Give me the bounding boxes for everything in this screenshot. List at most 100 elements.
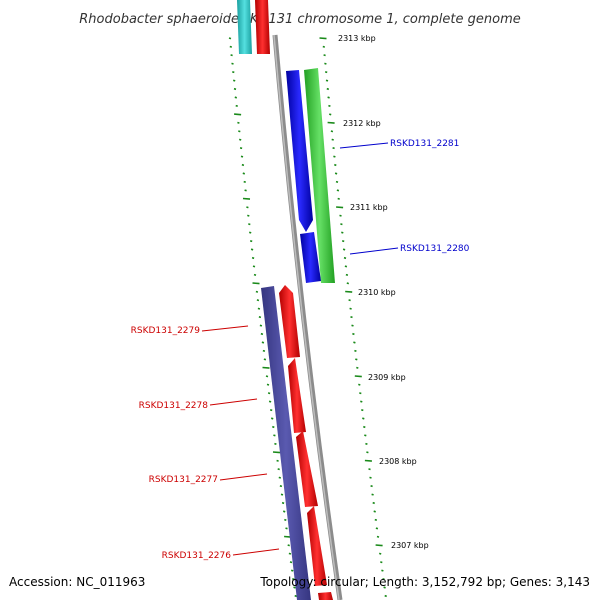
- gene-red-bottom[interactable]: [318, 592, 333, 600]
- minor-tick: [289, 561, 293, 564]
- minor-tick: [339, 214, 342, 217]
- major-tick: [319, 37, 327, 40]
- major-tick: [345, 290, 353, 293]
- minor-tick: [345, 273, 349, 276]
- minor-tick: [239, 147, 243, 150]
- gene-label-rskd131-2280[interactable]: RSKD131_2280: [400, 244, 470, 254]
- minor-tick: [333, 155, 336, 158]
- minor-tick: [369, 476, 372, 479]
- kbp-label: 2313 kbp: [338, 34, 376, 43]
- major-tick: [252, 282, 260, 285]
- minor-tick: [368, 468, 371, 471]
- minor-tick: [324, 71, 328, 74]
- gene-label-rskd131-2277[interactable]: RSKD131_2277: [149, 475, 218, 485]
- major-tick: [272, 451, 281, 454]
- gene-slate[interactable]: [261, 286, 311, 600]
- minor-tick: [278, 476, 282, 479]
- major-tick: [354, 375, 362, 378]
- minor-tick: [328, 113, 332, 116]
- minor-tick: [332, 147, 335, 150]
- minor-tick: [370, 485, 373, 488]
- kbp-label: 2308 kbp: [379, 457, 417, 466]
- major-tick: [234, 113, 242, 116]
- minor-tick: [330, 130, 334, 133]
- gene-red-2[interactable]: [288, 358, 306, 433]
- minor-tick: [248, 231, 252, 234]
- minor-tick: [260, 332, 264, 336]
- minor-tick: [258, 316, 262, 319]
- gene-label-rskd131-2278[interactable]: RSKD131_2278: [139, 401, 209, 411]
- major-tick: [242, 197, 251, 200]
- minor-tick: [341, 240, 345, 243]
- minor-tick: [382, 578, 385, 581]
- gene-label-rskd131-2276[interactable]: RSKD131_2276: [162, 551, 232, 561]
- minor-tick: [293, 586, 296, 589]
- kbp-label: 2309 kbp: [368, 373, 406, 382]
- minor-tick: [376, 535, 380, 538]
- minor-tick: [240, 155, 244, 158]
- minor-tick: [340, 223, 343, 226]
- gene-red-top[interactable]: [255, 0, 270, 54]
- minor-tick: [381, 569, 384, 572]
- gene-blue-upper[interactable]: [286, 70, 313, 232]
- kbp-label: 2307 kbp: [391, 541, 429, 550]
- minor-tick: [244, 189, 247, 192]
- accession-text: Accession: NC_011963: [9, 575, 145, 589]
- minor-tick: [243, 180, 246, 183]
- minor-tick: [356, 366, 359, 369]
- minor-tick: [273, 434, 276, 437]
- minor-tick: [280, 493, 284, 496]
- minor-tick: [348, 299, 351, 302]
- label-leader: [201, 325, 249, 332]
- minor-tick: [238, 138, 242, 141]
- minor-tick: [235, 104, 238, 107]
- minor-tick: [259, 324, 263, 327]
- minor-tick: [331, 138, 334, 141]
- minor-tick: [247, 214, 250, 217]
- minor-tick: [257, 307, 261, 310]
- genome-backbone-highlight: [273, 34, 340, 600]
- inner-tick-ring: [228, 37, 297, 598]
- minor-tick: [361, 409, 364, 412]
- minor-tick: [246, 206, 249, 209]
- minor-tick: [346, 282, 350, 285]
- minor-tick: [359, 392, 362, 395]
- minor-tick: [249, 240, 253, 243]
- gene-red-4[interactable]: [307, 506, 327, 586]
- gene-cyan[interactable]: [237, 0, 252, 54]
- minor-tick: [342, 248, 346, 251]
- major-tick: [336, 206, 344, 209]
- minor-tick: [251, 256, 255, 260]
- minor-tick: [341, 231, 344, 234]
- gene-label-rskd131-2279[interactable]: RSKD131_2279: [131, 326, 201, 336]
- minor-tick: [279, 485, 283, 488]
- gene-red-1[interactable]: [279, 285, 300, 358]
- minor-tick: [380, 561, 383, 564]
- minor-tick: [355, 358, 358, 361]
- minor-tick: [276, 459, 279, 462]
- gene-red-3[interactable]: [296, 431, 318, 507]
- minor-tick: [265, 375, 269, 378]
- minor-tick: [366, 451, 369, 454]
- minor-tick: [335, 180, 339, 183]
- minor-tick: [242, 172, 246, 175]
- label-leader: [219, 473, 268, 481]
- minor-tick: [266, 383, 270, 386]
- minor-tick: [372, 501, 375, 505]
- minor-tick: [334, 163, 337, 167]
- minor-tick: [328, 104, 331, 107]
- minor-tick: [350, 316, 353, 319]
- gene-blue-lower[interactable]: [300, 232, 321, 283]
- gene-label-rskd131-2281[interactable]: RSKD131_2281: [390, 139, 459, 149]
- minor-tick: [343, 256, 347, 260]
- minor-tick: [238, 130, 241, 133]
- minor-tick: [351, 324, 354, 327]
- minor-tick: [354, 349, 357, 352]
- minor-tick: [378, 552, 382, 555]
- minor-tick: [277, 468, 280, 471]
- minor-tick: [281, 501, 285, 505]
- minor-tick: [373, 510, 376, 513]
- gene-green[interactable]: [304, 68, 335, 283]
- minor-tick: [325, 79, 329, 82]
- minor-tick: [375, 527, 379, 530]
